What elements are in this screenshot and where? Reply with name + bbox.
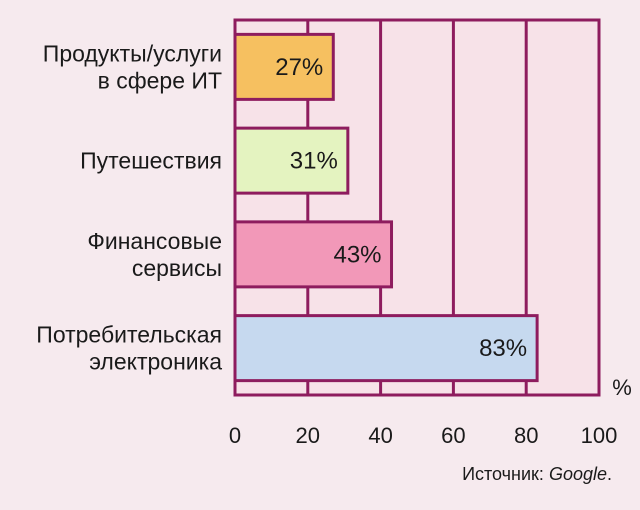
bar <box>233 220 394 289</box>
x-tick-label: 100 <box>581 423 618 448</box>
category-label: в сфере ИТ <box>98 67 222 93</box>
source-suffix: . <box>607 464 612 484</box>
category-label: сервисы <box>132 255 222 281</box>
bar-value-label: 27% <box>275 54 323 81</box>
x-tick-labels: 0 20 40 60 80 100 <box>229 423 617 448</box>
source-note: Источник: Google. <box>462 464 612 484</box>
category-label: Путешествия <box>80 148 222 174</box>
x-tick-label: 0 <box>229 423 241 448</box>
category-label: Потребительская <box>36 322 222 348</box>
bar <box>233 32 335 101</box>
category-label: Финансовые <box>87 228 222 254</box>
x-tick-label: 60 <box>441 423 465 448</box>
bar <box>233 314 539 383</box>
bar-value-label: 43% <box>333 241 381 268</box>
x-tick-label: 40 <box>368 423 392 448</box>
x-tick-label: 20 <box>296 423 320 448</box>
bar-value-labels: 27% 31% 43% 83% <box>275 54 527 362</box>
bar-value-label: 31% <box>290 148 338 175</box>
x-unit-label: % <box>612 375 632 400</box>
bar <box>233 126 350 195</box>
category-label: Продукты/услуги <box>43 40 222 66</box>
x-tick-label: 80 <box>514 423 538 448</box>
source-prefix: Источник: <box>462 464 549 484</box>
source-name: Google <box>549 464 607 484</box>
category-label: электроника <box>89 349 222 375</box>
bars <box>233 32 539 383</box>
bar-value-label: 83% <box>479 335 527 362</box>
